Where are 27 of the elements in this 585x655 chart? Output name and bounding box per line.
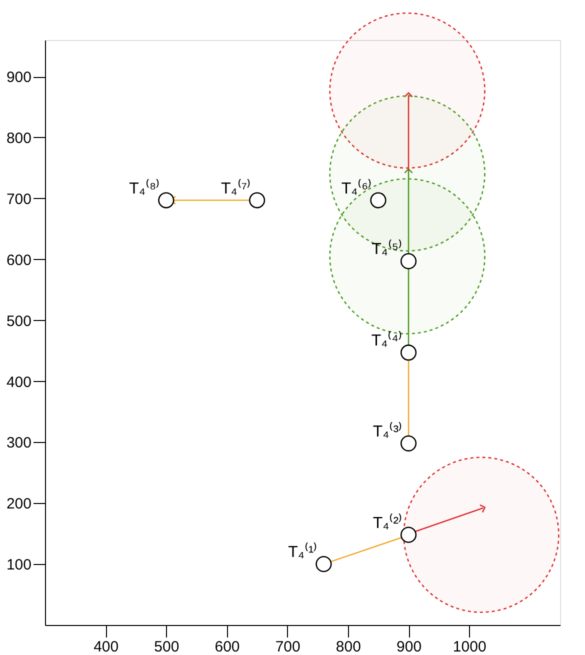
point bbox=[400, 526, 417, 543]
annotation: T₄⁽⁶⁾ bbox=[341, 178, 372, 198]
x-tick-label: 700 bbox=[275, 638, 300, 655]
annotation: T₄⁽⁷⁾ bbox=[220, 178, 252, 198]
x-tick-label: 800 bbox=[336, 638, 361, 655]
point bbox=[370, 192, 386, 208]
y-tick-label: 700 bbox=[6, 190, 32, 208]
y-tick-label: 300 bbox=[6, 434, 32, 452]
annotation: T₄⁽⁴⁾ bbox=[371, 330, 403, 350]
x-tick-label: 500 bbox=[154, 638, 180, 655]
y-tick-label: 500 bbox=[6, 312, 32, 330]
y-tick-label: 900 bbox=[6, 69, 32, 86]
y-tick-label: 100 bbox=[6, 556, 32, 574]
x-tick-label: 400 bbox=[94, 638, 119, 655]
annotation: T₄⁽¹⁾ bbox=[288, 542, 318, 562]
annotation: T₄⁽⁵⁾ bbox=[372, 239, 403, 258]
x-tick-label: 1000 bbox=[452, 638, 486, 655]
annotation: T₄⁽²⁾ bbox=[372, 512, 403, 532]
point bbox=[400, 253, 417, 270]
annotation: T₄⁽⁸⁾ bbox=[129, 178, 160, 198]
y-tick-label: 400 bbox=[6, 374, 32, 391]
x-tick-label: 600 bbox=[214, 638, 240, 655]
annotation: T₄⁽³⁾ bbox=[372, 421, 403, 440]
x-tick-label: 900 bbox=[396, 638, 422, 655]
y-tick-label: 600 bbox=[6, 252, 32, 269]
y-tick-label: 200 bbox=[6, 496, 32, 513]
y-tick-label: 800 bbox=[6, 130, 32, 147]
